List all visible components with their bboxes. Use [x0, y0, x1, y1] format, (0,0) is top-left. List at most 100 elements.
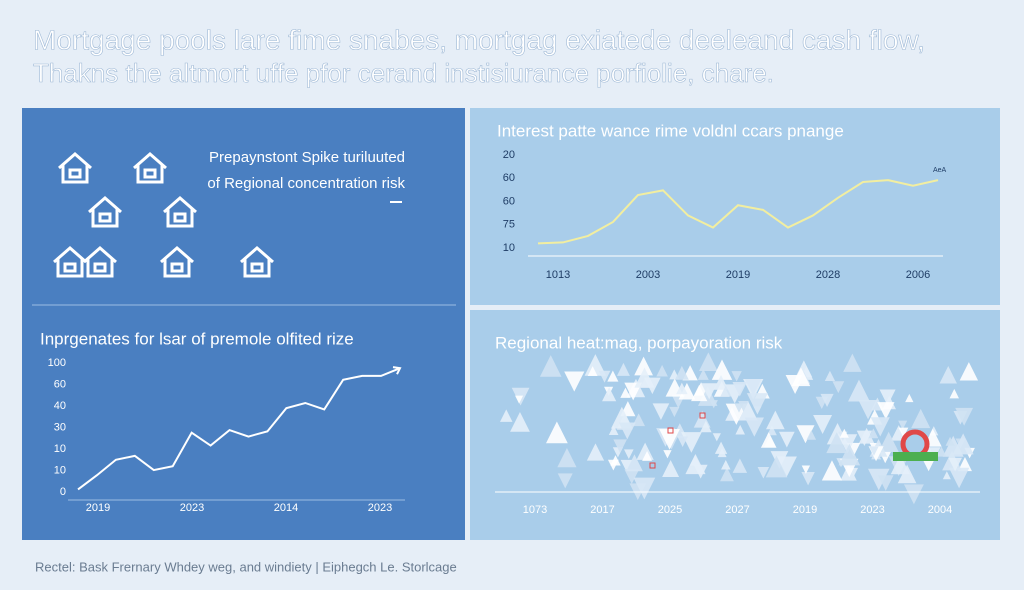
heat-cell [905, 393, 914, 403]
heat-cell [564, 371, 585, 392]
heatmap-x-label: 2004 [928, 504, 952, 516]
heat-cell [936, 446, 947, 457]
hotspot-bar [893, 452, 938, 461]
x-tick-label: 2019 [726, 269, 750, 281]
house [58, 152, 92, 184]
heat-cell [720, 467, 734, 482]
heat-cell [796, 425, 815, 444]
house [88, 196, 122, 228]
heat-cell [898, 420, 908, 430]
footer: Rectel: Bask Frernary Whdey weg, and win… [35, 559, 457, 574]
hot-cell [649, 462, 656, 469]
heat-cell [634, 367, 655, 388]
house [83, 246, 117, 278]
heat-cell [510, 411, 530, 432]
heat-cell [678, 382, 696, 400]
heat-cell [626, 454, 643, 472]
heat-cell [848, 379, 870, 402]
heat-cell [642, 451, 653, 461]
x-tick-label: 2028 [816, 269, 840, 281]
heat-cell [607, 370, 619, 382]
heat-cell [868, 428, 879, 439]
heat-cell [586, 443, 605, 461]
heat-cell [948, 467, 970, 489]
heat-cell [735, 424, 746, 435]
y-axis-label: 10 [54, 443, 66, 455]
heat-cell [620, 387, 631, 398]
heat-cell [957, 457, 972, 472]
heat-cell [693, 464, 708, 479]
heat-cell [746, 393, 768, 415]
house [163, 196, 197, 228]
heatmap-x-label: 2027 [725, 504, 749, 516]
heat-cell [737, 400, 758, 421]
y-axis-label: 100 [48, 357, 66, 369]
heat-cell [898, 427, 909, 438]
heat-cell [500, 409, 513, 422]
heat-cell [870, 417, 890, 437]
x-tick-label: 2006 [906, 269, 930, 281]
house-icons [53, 152, 274, 278]
heat-cell [539, 355, 562, 377]
house [53, 246, 87, 278]
heat-cell [911, 408, 931, 429]
heat-cell [712, 433, 721, 442]
hot-cell [699, 412, 706, 419]
heat-cell [546, 421, 568, 444]
heat-cell [602, 387, 617, 402]
arrow-head [392, 366, 402, 375]
header-title: Mortgage pools lare fime snabes, mortgag… [33, 24, 925, 55]
heat-cell [738, 401, 749, 412]
heat-cell [839, 428, 849, 438]
houses-subtitle: of Regional concentration risk [207, 175, 405, 192]
heat-cell [791, 367, 811, 387]
y-axis-label: 40 [54, 400, 66, 412]
heat-cell [757, 467, 770, 479]
heat-cell [515, 395, 524, 404]
heat-cell [677, 436, 688, 448]
heat-cell [714, 441, 728, 454]
heat-cell [959, 362, 979, 381]
heat-cell [826, 432, 848, 454]
heat-cell [697, 368, 709, 380]
heat-cell [624, 469, 640, 485]
heatmap-x-label: 2023 [860, 504, 884, 516]
heat-cell [557, 473, 573, 489]
chart-title: Interest patte wance rime voldnl ccars p… [497, 121, 844, 140]
heat-cell [720, 385, 732, 397]
house [240, 246, 274, 278]
chart-title: Inprgenates for lsar of premole olfited … [40, 329, 354, 348]
heat-cell [618, 422, 636, 440]
heat-cell [652, 403, 670, 420]
heat-cell [766, 410, 785, 430]
heat-cell [721, 460, 731, 470]
heat-cell [879, 389, 896, 406]
heat-cell [725, 403, 747, 425]
heat-cell [843, 353, 862, 372]
heatmap-x-label: 2025 [658, 504, 682, 516]
heat-cell [765, 455, 788, 478]
heat-cell [711, 359, 733, 380]
annotation: AeA [933, 167, 947, 174]
y-axis-label: 0 [60, 486, 66, 498]
heat-cell [952, 433, 974, 455]
heat-cell [731, 371, 742, 382]
x-tick-label: 2023 [368, 502, 392, 514]
heat-cell [869, 446, 879, 456]
heat-cell [587, 366, 598, 376]
x-tick-label: 2014 [274, 502, 298, 514]
heat-cell [821, 460, 843, 481]
heat-cell [939, 366, 957, 384]
heat-cell [584, 354, 607, 376]
heat-cell [620, 459, 633, 472]
heat-cell [949, 388, 960, 399]
heat-cell [801, 471, 815, 486]
x-tick-label: 1013 [546, 269, 570, 281]
heat-cell [806, 430, 817, 440]
heat-cell [656, 364, 668, 377]
heat-cell [662, 460, 680, 477]
heat-cell [709, 400, 718, 409]
line-series [537, 179, 939, 245]
heat-cell [801, 465, 811, 474]
